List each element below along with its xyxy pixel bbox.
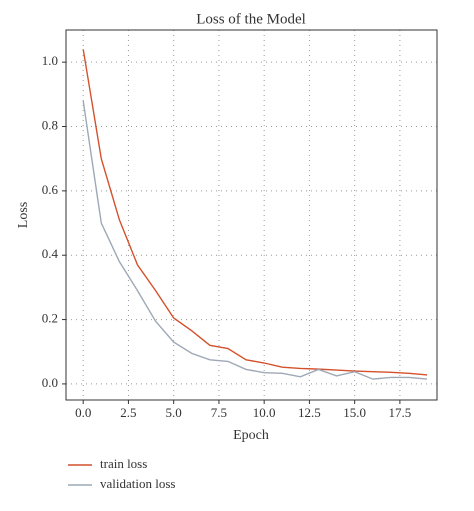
x-axis-label: Epoch bbox=[233, 428, 269, 443]
x-tick-label: 15.0 bbox=[343, 405, 366, 420]
series-line bbox=[82, 100, 428, 380]
x-tick-label: 7.5 bbox=[211, 405, 227, 420]
x-tick-label: 2.5 bbox=[120, 405, 136, 420]
plot-frame bbox=[65, 29, 438, 401]
legend-label: validation loss bbox=[100, 476, 175, 491]
y-tick-label: 0.0 bbox=[42, 375, 58, 390]
x-tick-label: 10.0 bbox=[253, 405, 276, 420]
y-tick-label: 0.2 bbox=[42, 311, 58, 326]
x-tick-label: 17.5 bbox=[389, 405, 412, 420]
series-line bbox=[82, 49, 428, 376]
y-axis-label: Loss bbox=[16, 202, 31, 228]
y-tick-label: 0.8 bbox=[42, 118, 58, 133]
y-tick-label: 1.0 bbox=[42, 53, 58, 68]
x-tick-label: 0.0 bbox=[75, 405, 91, 420]
legend-label: train loss bbox=[100, 456, 147, 471]
y-tick-label: 0.6 bbox=[42, 182, 59, 197]
chart-title: Loss of the Model bbox=[196, 11, 306, 27]
x-tick-label: 12.5 bbox=[298, 405, 321, 420]
x-tick-label: 5.0 bbox=[166, 405, 182, 420]
y-tick-label: 0.4 bbox=[42, 246, 59, 261]
